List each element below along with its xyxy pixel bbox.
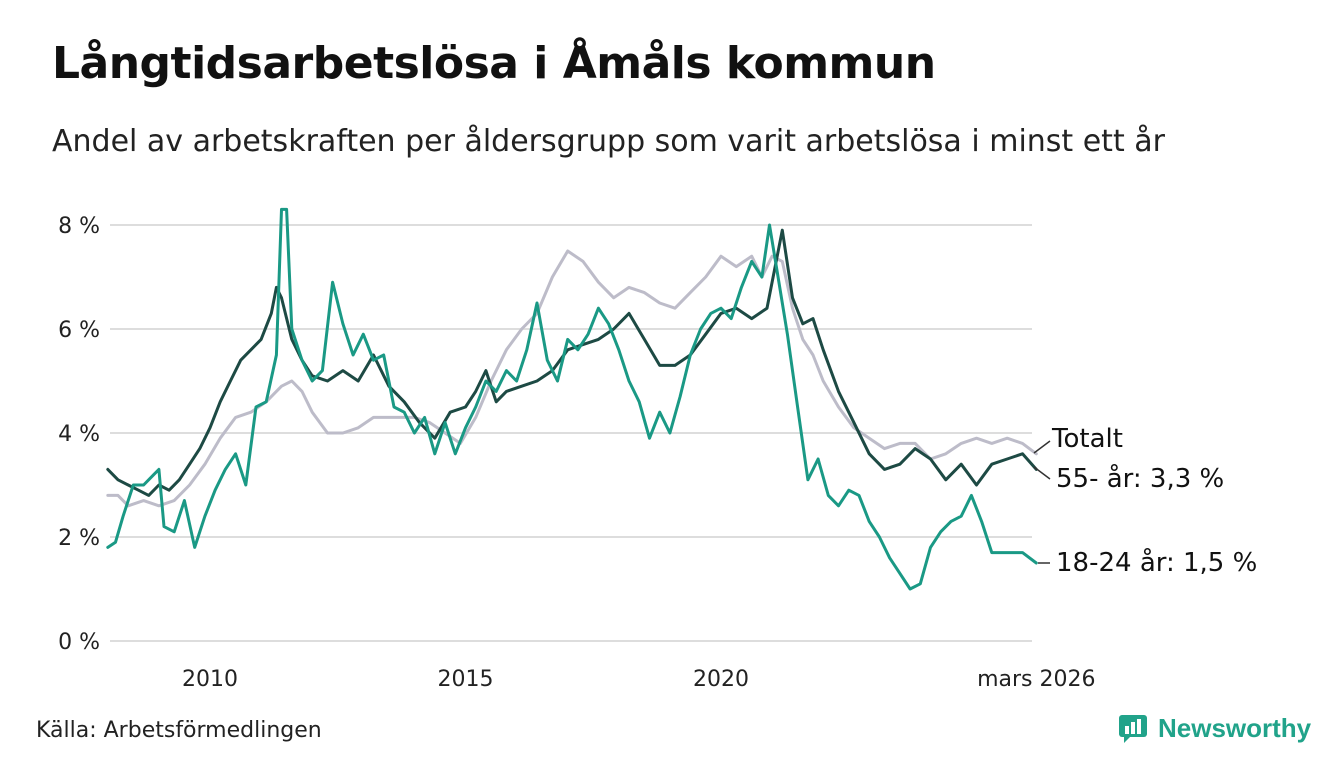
source-note: Källa: Arbetsförmedlingen <box>36 718 322 743</box>
label-leader <box>1033 466 1051 480</box>
y-tick-label: 6 % <box>58 318 100 343</box>
brand-name: Newsworthy <box>1158 712 1312 743</box>
series-label-age55: 55- år: 3,3 % <box>1056 463 1224 494</box>
y-tick-label: 0 % <box>58 630 100 655</box>
y-tick-label: 2 % <box>58 526 100 551</box>
y-tick-label: 8 % <box>58 214 100 239</box>
x-tick-label: 2010 <box>182 667 238 692</box>
series-label-total: Totalt <box>1051 424 1123 454</box>
series-label-age18_24: 18-24 år: 1,5 % <box>1056 547 1257 578</box>
brand[interactable]: Newsworthy <box>1118 712 1311 744</box>
series-line-age55 <box>106 228 1038 497</box>
x-tick-label: mars 2026 <box>977 667 1095 692</box>
x-tick-label: 2015 <box>438 667 494 692</box>
chart-title: Långtidsarbetslösa i Åmåls kommun <box>52 38 936 89</box>
series-line-age18_24 <box>106 207 1038 591</box>
y-tick-label: 4 % <box>58 422 100 447</box>
newsworthy-logo-icon <box>1119 715 1147 743</box>
x-tick-label: 2020 <box>693 667 749 692</box>
chart-subtitle: Andel av arbetskraften per åldersgrupp s… <box>52 124 1165 159</box>
label-leader <box>1033 440 1051 454</box>
